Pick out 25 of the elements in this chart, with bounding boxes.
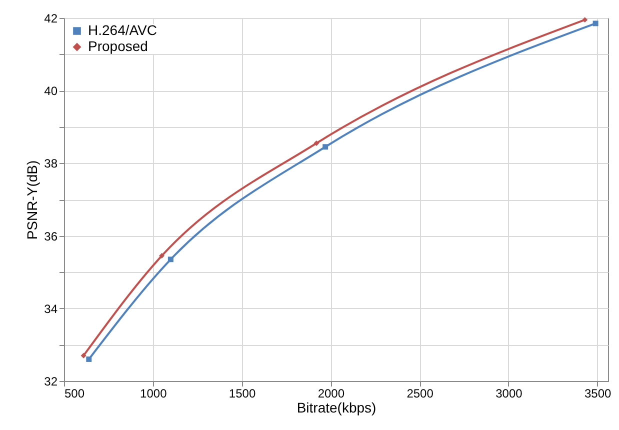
x-tick-label: 3000	[496, 386, 523, 400]
y-tick-label: 34	[44, 302, 58, 316]
y-tick-label: 38	[44, 156, 58, 171]
x-tick-label: 2500	[406, 386, 434, 400]
x-tick-label: 500	[64, 386, 85, 400]
y-tick-label: 42	[44, 12, 58, 26]
x-tick-label: 3500	[584, 386, 612, 400]
point	[86, 356, 92, 362]
x-tick-label: 1000	[140, 386, 168, 400]
point	[159, 253, 165, 259]
point	[314, 140, 320, 146]
legend-label: H.264/AVC	[88, 22, 157, 38]
point	[80, 352, 86, 358]
x-tick-label: 2000	[318, 386, 345, 400]
y-tick-label: 40	[44, 84, 58, 98]
x-axis-title: Bitrate(kbps)	[296, 400, 376, 416]
x-tick-label: 1500	[228, 386, 256, 400]
y-axis-title: PSNR-Y(dB)	[24, 160, 40, 240]
legend-label: Proposed	[88, 38, 148, 54]
point	[592, 20, 598, 26]
point	[322, 144, 328, 150]
y-tick-label: 36	[44, 229, 58, 244]
y-tick-label: 32	[44, 374, 58, 388]
point	[582, 17, 588, 23]
point	[168, 256, 174, 262]
